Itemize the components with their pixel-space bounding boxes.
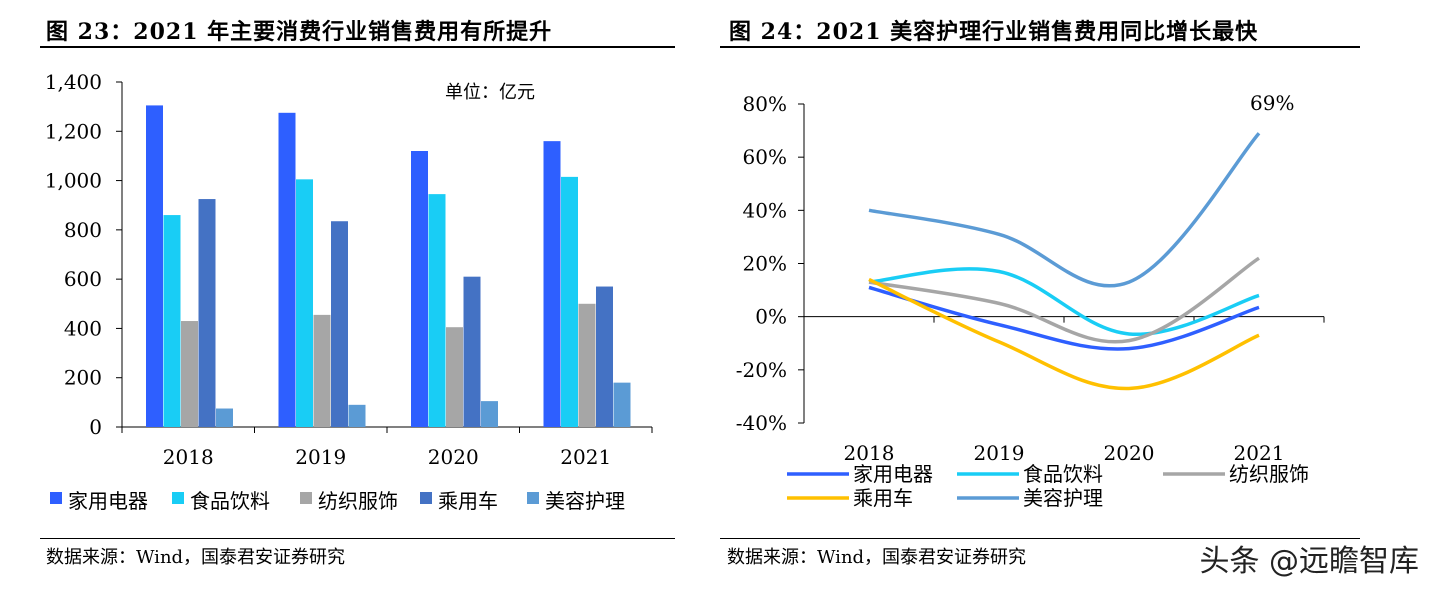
y-tick-label: 1,000 (45, 169, 102, 193)
bar (331, 221, 348, 427)
left-title-rule (40, 46, 675, 48)
bar (463, 276, 481, 427)
bar (181, 321, 198, 427)
legend-swatch (172, 492, 184, 504)
left-source: 数据来源：Wind，国泰君安证券研究 (46, 547, 346, 568)
x-tick-label: 2019 (974, 441, 1025, 465)
bar (578, 303, 596, 427)
bar (561, 176, 578, 427)
legend-swatch (420, 492, 432, 504)
y-tick-label: -20% (736, 358, 787, 382)
line-chart: 69% -40% -20% 0% 20% 40% 60% 80% 2018 2019 2020 20… (736, 91, 1325, 510)
bar (313, 314, 331, 427)
y-tick-label: 800 (64, 218, 102, 242)
bar (216, 408, 233, 427)
y-tick-label: 0 (89, 415, 102, 439)
legend-label: 纺织服饰 (318, 489, 398, 513)
watermark: 头条 @远瞻智库 (1199, 544, 1419, 579)
bar (163, 215, 181, 427)
x-tick-label: 2021 (1234, 441, 1285, 465)
right-source: 数据来源：Wind，国泰君安证券研究 (727, 547, 1027, 568)
y-tick-label: 40% (743, 198, 787, 222)
x-tick-label: 2020 (428, 445, 479, 469)
y-tick-label: 1,400 (45, 70, 102, 94)
series-line (868, 267, 1260, 336)
bar (596, 286, 613, 427)
legend-swatch (527, 492, 539, 504)
right-title-rule (720, 46, 1360, 48)
right-figure-title: 图 24：2021 美容护理行业销售费用同比增长最快 (729, 19, 1259, 45)
unit-label: 单位：亿元 (445, 82, 535, 103)
y-tick-label: 0% (755, 305, 787, 329)
bar (446, 327, 463, 427)
bar (296, 179, 313, 427)
y-tick-label: 60% (743, 145, 787, 169)
series-line (868, 285, 1260, 351)
series-line (868, 277, 1260, 391)
bar-chart: 单位：亿元 0 200 400 600 800 1,000 1,200 1,400 2018 20… (45, 70, 653, 513)
y-tick-label: 80% (743, 92, 787, 116)
bar (348, 404, 366, 427)
legend-label: 家用电器 (68, 489, 148, 513)
left-source-rule (40, 538, 675, 539)
y-tick-label: 400 (64, 316, 102, 340)
bar (613, 382, 631, 427)
right-source-rule (720, 538, 1360, 539)
bar (411, 151, 428, 427)
series-line (868, 132, 1261, 288)
legend-label: 美容护理 (1023, 486, 1103, 510)
bar (278, 112, 296, 427)
x-tick-label: 2020 (1104, 441, 1155, 465)
y-tick-label: 20% (743, 252, 787, 276)
bar (198, 199, 216, 427)
legend-label: 乘用车 (438, 489, 498, 513)
y-tick-label: 1,200 (45, 119, 102, 143)
legend-swatch (50, 492, 62, 504)
x-tick-label: 2021 (560, 445, 611, 469)
legend-label: 家用电器 (853, 462, 933, 486)
y-tick-label: 600 (64, 267, 102, 291)
bar (428, 194, 446, 427)
x-tick-label: 2018 (844, 441, 895, 465)
bar (146, 105, 163, 428)
right-figure: 图 24：2021 美容护理行业销售费用同比增长最快 69% -40% -20% 0… (715, 0, 1437, 592)
legend-label: 食品饮料 (1023, 462, 1103, 486)
y-tick-label: -40% (736, 411, 787, 435)
y-tick-label: 200 (64, 366, 102, 390)
x-tick-label: 2019 (295, 445, 346, 469)
series-line (868, 256, 1260, 344)
legend-label: 食品饮料 (190, 489, 270, 513)
legend-swatch (300, 492, 312, 504)
annotation-69: 69% (1250, 91, 1294, 115)
left-figure-title: 图 23：2021 年主要消费行业销售费用有所提升 (46, 19, 553, 45)
left-figure: 图 23：2021 年主要消费行业销售费用有所提升 单位：亿元 0 200 400 6… (0, 0, 700, 592)
legend-label: 美容护理 (545, 489, 625, 513)
x-tick-label: 2018 (163, 445, 214, 469)
legend-label: 纺织服饰 (1229, 462, 1309, 486)
bar (543, 141, 561, 427)
legend-label: 乘用车 (853, 486, 913, 510)
bar (481, 401, 498, 427)
